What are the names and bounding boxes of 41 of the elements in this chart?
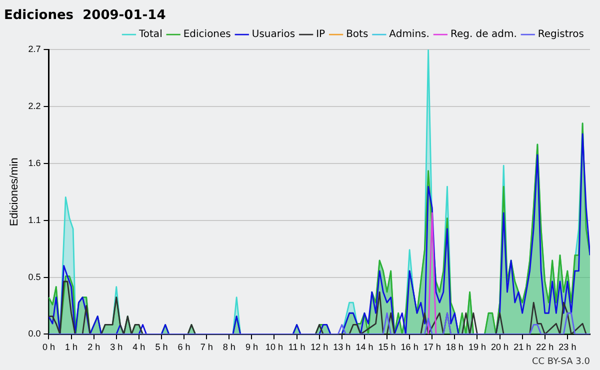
x-tick-label: 23 h — [558, 342, 576, 352]
x-tick-label: 20 h — [491, 342, 509, 352]
y-tick-label: 2.7 — [28, 44, 41, 54]
x-tick-label: 17 h — [423, 342, 441, 352]
x-tick-label: 13 h — [333, 342, 351, 352]
x-tick-label: 5 h — [155, 342, 168, 352]
y-tick-label: 0.5 — [28, 272, 41, 282]
x-tick-label: 10 h — [265, 342, 284, 352]
x-tick-label: 21 h — [514, 342, 532, 352]
x-tick-label: 15 h — [378, 342, 396, 352]
legend-label: IP — [316, 29, 326, 40]
x-tick-label: 8 h — [222, 342, 236, 352]
x-tick-label: 0 h — [42, 342, 55, 352]
legend-label: Total — [138, 29, 162, 40]
x-tick-label: 18 h — [446, 342, 464, 352]
y-tick-label: 2.2 — [28, 101, 41, 112]
y-tick-label: 1.6 — [28, 158, 41, 168]
x-tick-label: 1 h — [65, 342, 78, 352]
x-tick-label: 9 h — [245, 342, 258, 352]
legend-label: Reg. de adm. — [450, 29, 517, 40]
legend-label: Registros — [538, 29, 584, 40]
x-tick-label: 6 h — [178, 342, 190, 352]
x-tick-label: 11 h — [288, 342, 306, 352]
x-tick-label: 4 h — [132, 342, 146, 352]
legend-label: Admins. — [389, 29, 430, 40]
y-axis-title: Ediciones/min — [8, 158, 21, 226]
x-tick-label: 22 h — [536, 342, 554, 352]
x-tick-label: 12 h — [310, 342, 328, 352]
y-tick-label: 1.1 — [28, 214, 41, 225]
y-tick-label: 0.0 — [28, 328, 41, 339]
x-tick-label: 7 h — [200, 342, 213, 352]
x-tick-label: 16 h — [400, 342, 418, 352]
legend-label: Bots — [346, 29, 368, 40]
x-tick-label: 19 h — [468, 342, 486, 352]
text: CC BY-SA 3.0 — [532, 356, 590, 367]
chart-title: Ediciones 2009-01-14 — [4, 8, 166, 24]
x-tick-label: 2 h — [88, 342, 100, 352]
x-tick-label: 14 h — [356, 342, 374, 352]
legend-label: Ediciones — [183, 29, 231, 40]
x-tick-label: 3 h — [110, 342, 123, 352]
legend-label: Usuarios — [252, 29, 296, 40]
